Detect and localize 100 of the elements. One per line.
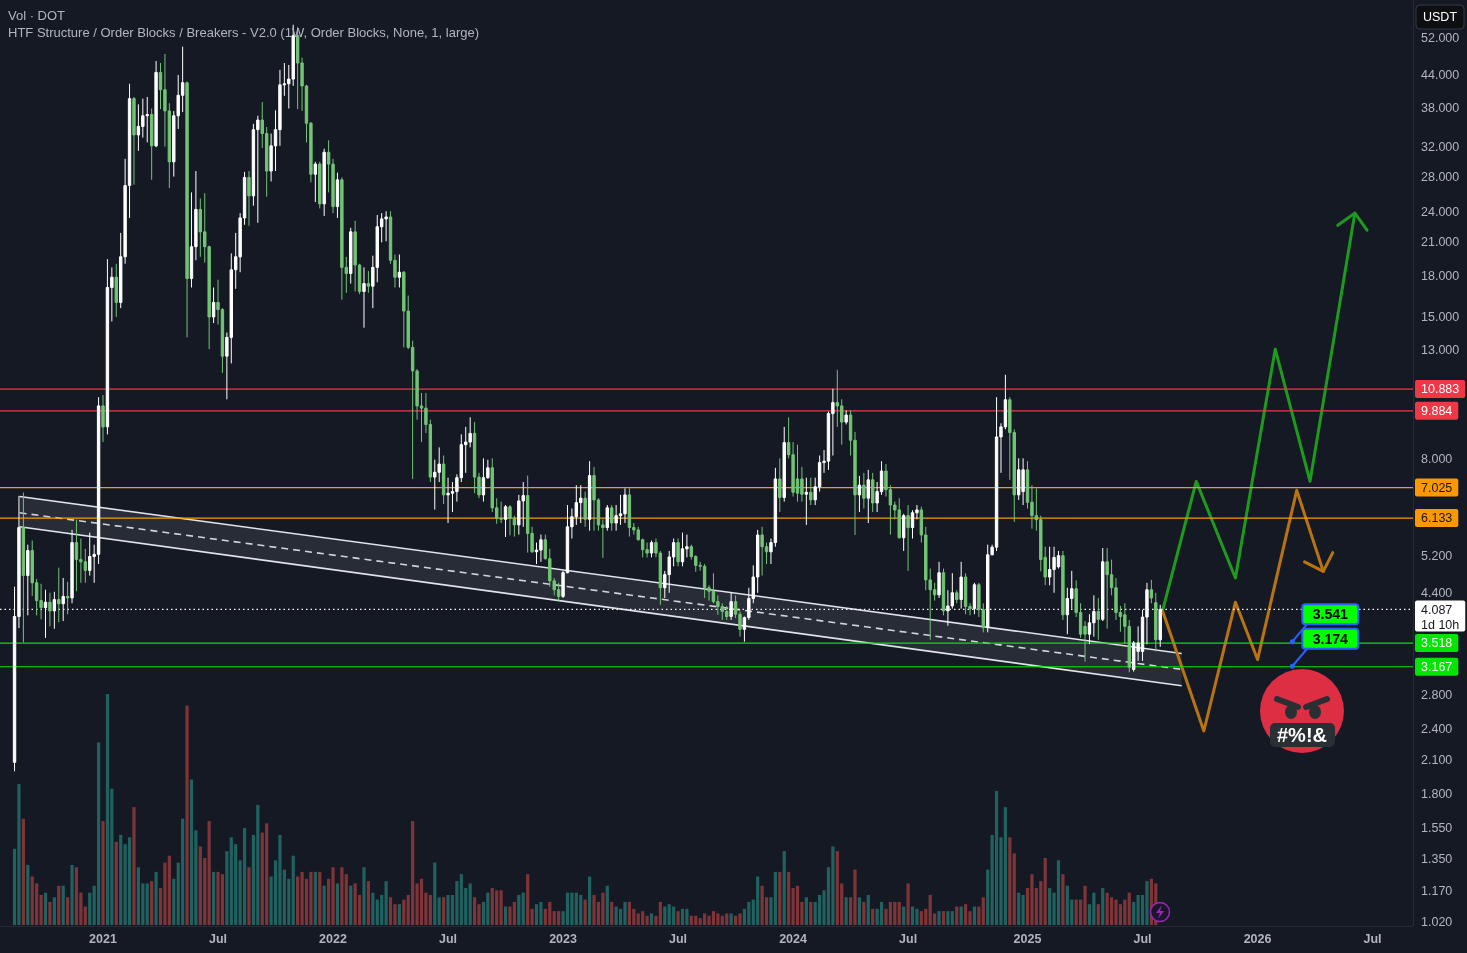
- bar: [711, 911, 716, 925]
- ref-line-label: 10.883: [1421, 382, 1460, 397]
- bar: [1101, 888, 1105, 925]
- bar: [627, 901, 631, 925]
- bar: [1132, 901, 1136, 925]
- bar: [145, 883, 149, 925]
- bar: [570, 892, 574, 925]
- bar: [605, 885, 609, 925]
- candlestick: [397, 254, 402, 288]
- bar: [552, 911, 556, 925]
- candlestick: [21, 492, 26, 643]
- y-tick-label: 28.000: [1421, 169, 1460, 184]
- y-tick-label: 38.000: [1421, 101, 1460, 116]
- bar: [17, 784, 21, 925]
- candlestick: [866, 469, 870, 524]
- bar: [402, 899, 406, 925]
- bar: [924, 908, 928, 925]
- candlestick: [362, 266, 366, 329]
- bar: [879, 901, 884, 925]
- bar: [229, 837, 233, 925]
- bar: [216, 871, 220, 925]
- bar: [225, 851, 229, 925]
- candlestick: [132, 96, 136, 186]
- bar: [66, 897, 70, 925]
- candlestick: [185, 81, 189, 338]
- bar: [1008, 837, 1012, 925]
- bar: [517, 894, 521, 925]
- y-tick-label: 2.100: [1421, 752, 1453, 767]
- bar: [857, 897, 862, 925]
- y-tick-label: 2.800: [1421, 687, 1453, 702]
- bar: [1021, 894, 1025, 925]
- candlestick: [897, 497, 901, 540]
- bar: [941, 911, 946, 925]
- bar: [1096, 904, 1100, 925]
- bar: [309, 871, 313, 925]
- bar: [442, 897, 446, 925]
- candlestick: [906, 504, 910, 572]
- y-tick-label: 24.000: [1421, 204, 1460, 219]
- bar: [1065, 885, 1069, 925]
- bar: [132, 807, 136, 925]
- y-tick-label: 5.200: [1421, 548, 1453, 563]
- bar: [207, 821, 211, 925]
- candlestick: [605, 504, 609, 532]
- bar: [981, 897, 985, 925]
- candlestick: [211, 287, 216, 324]
- candlestick: [1154, 592, 1158, 652]
- y-tick-label: 8.000: [1421, 451, 1453, 466]
- bar: [96, 742, 101, 925]
- x-tick-label: Jul: [899, 932, 918, 946]
- bar: [1048, 888, 1052, 925]
- bar: [211, 871, 216, 925]
- bar: [565, 892, 570, 925]
- bar: [906, 883, 910, 925]
- candlestick: [384, 210, 388, 242]
- bar: [1030, 874, 1034, 925]
- candlestick: [508, 504, 512, 536]
- candlestick: [481, 457, 486, 503]
- candlestick: [101, 394, 105, 443]
- bar: [1109, 897, 1114, 925]
- bar: [362, 867, 366, 925]
- bar: [74, 867, 79, 925]
- candlestick: [901, 513, 906, 552]
- bar: [928, 894, 932, 925]
- bar: [486, 892, 490, 925]
- bar: [534, 904, 539, 925]
- candlestick: [1096, 597, 1100, 641]
- bar: [1017, 892, 1021, 925]
- bar: [667, 904, 671, 925]
- bar: [490, 888, 494, 925]
- bar: [1003, 807, 1007, 925]
- candlestick: [57, 567, 61, 623]
- candlestick: [862, 472, 866, 510]
- bar: [583, 899, 587, 925]
- annotation: 3.174: [1312, 630, 1349, 647]
- bar: [459, 874, 463, 925]
- bar: [499, 890, 503, 925]
- bar: [265, 823, 269, 925]
- bar: [787, 871, 791, 925]
- ref-line-label: 9.884: [1421, 404, 1453, 419]
- candlestick: [1149, 579, 1154, 604]
- x-tick-label: 2026: [1243, 932, 1272, 946]
- bar: [52, 897, 56, 925]
- bar: [1123, 899, 1127, 925]
- candlestick: [592, 466, 596, 532]
- bar: [963, 904, 968, 925]
- candlestick: [680, 532, 685, 567]
- candlestick: [114, 263, 118, 318]
- bar: [388, 897, 393, 925]
- bar: [959, 906, 963, 925]
- bar: [1092, 892, 1096, 925]
- y-tick-label: 1.170: [1421, 884, 1453, 899]
- bar: [433, 862, 437, 925]
- y-axis-title: USDT: [1422, 10, 1458, 25]
- candlestick: [645, 542, 649, 558]
- bar: [614, 906, 618, 925]
- candlestick: [446, 477, 450, 524]
- bar: [419, 878, 424, 925]
- bar: [127, 837, 132, 925]
- bar: [503, 906, 508, 925]
- bar: [557, 911, 561, 925]
